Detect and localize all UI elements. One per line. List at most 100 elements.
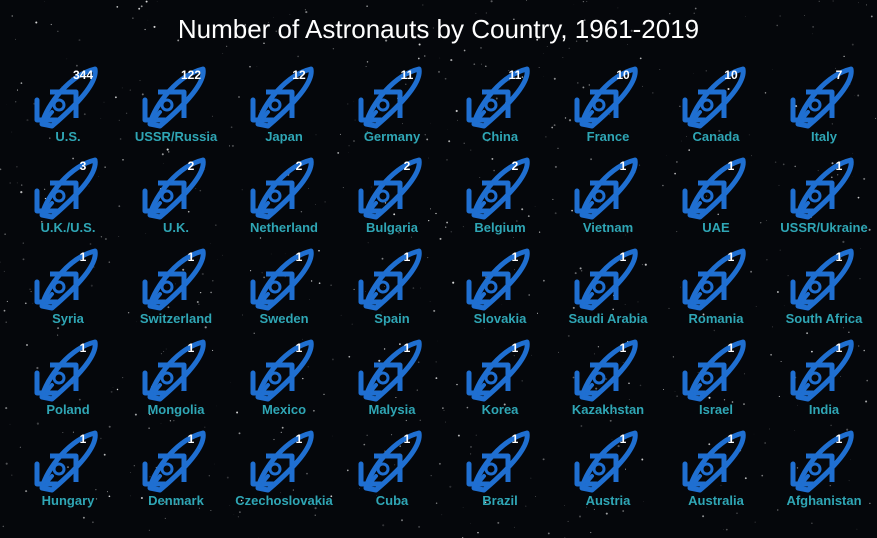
rocket-icon <box>32 426 104 498</box>
data-label: 1 <box>511 250 519 264</box>
rocket-icon <box>248 335 320 407</box>
pictograph-item: 1 Korea <box>446 335 554 425</box>
pictograph-item: 1 Mexico <box>230 335 338 425</box>
data-label: 1 <box>619 250 627 264</box>
pictograph-item: 1 Brazil <box>446 426 554 516</box>
rocket-icon <box>680 335 752 407</box>
category-label: Korea <box>481 402 519 417</box>
data-label: 10 <box>724 68 738 82</box>
rocket-icon <box>572 335 644 407</box>
category-label: Vietnam <box>582 220 634 235</box>
rocket-icon <box>248 426 320 498</box>
data-label: 1 <box>403 341 411 355</box>
category-label: Netherland <box>250 220 318 235</box>
rocket-icon <box>356 335 428 407</box>
category-label: Hungary <box>41 493 95 508</box>
pictograph-item: 1 Saudi Arabia <box>554 244 662 334</box>
category-label: Cuba <box>375 493 409 508</box>
rocket-icon <box>32 62 104 134</box>
rocket-icon <box>140 62 212 134</box>
data-label: 2 <box>403 159 411 173</box>
pictograph-item: 2 Belgium <box>446 153 554 243</box>
category-label: Israel <box>699 402 733 417</box>
rocket-icon <box>140 426 212 498</box>
category-label: China <box>481 129 519 144</box>
rocket-icon <box>248 244 320 316</box>
data-label: 1 <box>403 432 411 446</box>
category-label: Kazakhstan <box>571 402 645 417</box>
category-label: Mongolia <box>147 402 205 417</box>
data-label: 1 <box>79 341 87 355</box>
data-label: 1 <box>295 250 303 264</box>
category-label: Japan <box>265 129 303 144</box>
data-label: 3 <box>79 159 87 173</box>
category-label: Afghanistan <box>786 493 862 508</box>
pictograph-item: 122 USSR/Russia <box>122 62 230 152</box>
rocket-icon <box>140 153 212 225</box>
data-label: 1 <box>619 432 627 446</box>
rocket-icon <box>680 426 752 498</box>
pictograph-item: 1 Switzerland <box>122 244 230 334</box>
category-label: UAE <box>702 220 730 235</box>
category-label: France <box>586 129 630 144</box>
category-label: Italy <box>810 129 837 144</box>
pictograph-item: 11 Germany <box>338 62 446 152</box>
category-label: Switzerland <box>139 311 213 326</box>
pictograph-item: 1 Czechoslovakia <box>230 426 338 516</box>
pictograph-item: 1 Afghanistan <box>770 426 877 516</box>
category-label: Romania <box>688 311 744 326</box>
data-label: 1 <box>295 432 303 446</box>
rocket-icon <box>248 62 320 134</box>
data-label: 1 <box>835 250 843 264</box>
rocket-icon <box>788 244 860 316</box>
data-label: 1 <box>403 250 411 264</box>
rocket-icon <box>464 244 536 316</box>
pictograph-item: 10 Canada <box>662 62 770 152</box>
rocket-icon <box>356 62 428 134</box>
data-label: 1 <box>511 432 519 446</box>
data-label: 11 <box>508 68 522 82</box>
pictograph-item: 1 South Africa <box>770 244 877 334</box>
rocket-icon <box>788 335 860 407</box>
category-label: Slovakia <box>473 311 527 326</box>
pictograph-item: 1 Hungary <box>14 426 122 516</box>
category-label: Mexico <box>261 402 307 417</box>
pictograph-item: 1 Cuba <box>338 426 446 516</box>
rocket-icon <box>572 426 644 498</box>
category-label: Sweden <box>259 311 309 326</box>
pictograph-item: 2 U.K. <box>122 153 230 243</box>
rocket-icon <box>680 244 752 316</box>
data-label: 11 <box>400 68 414 82</box>
rocket-icon <box>248 153 320 225</box>
category-label: U.K. <box>163 220 189 235</box>
pictograph-item: 1 Slovakia <box>446 244 554 334</box>
data-label: 1 <box>619 159 627 173</box>
rocket-icon <box>788 426 860 498</box>
pictograph-item: 1 Spain <box>338 244 446 334</box>
category-label: Brazil <box>482 493 518 508</box>
pictograph-item: 11 China <box>446 62 554 152</box>
category-label: Denmark <box>148 493 204 508</box>
rocket-icon <box>356 426 428 498</box>
pictograph-item: 1 Romania <box>662 244 770 334</box>
pictograph-item: 3 U.K./U.S. <box>14 153 122 243</box>
data-label: 1 <box>619 341 627 355</box>
data-label: 1 <box>187 250 195 264</box>
category-label: India <box>808 402 840 417</box>
pictograph-item: 2 Netherland <box>230 153 338 243</box>
category-label: U.K./U.S. <box>40 220 96 235</box>
rocket-icon <box>464 153 536 225</box>
data-label: 1 <box>727 341 735 355</box>
category-label: Syria <box>52 311 84 326</box>
pictograph-item: 1 Israel <box>662 335 770 425</box>
category-label: Spain <box>374 311 410 326</box>
rocket-icon <box>356 153 428 225</box>
category-label: South Africa <box>785 311 863 326</box>
pictograph-item: 1 USSR/Ukraine <box>770 153 877 243</box>
category-label: Saudi Arabia <box>568 311 648 326</box>
category-label: USSR/Ukraine <box>780 220 868 235</box>
rocket-icon <box>680 62 752 134</box>
pictograph-item: 1 India <box>770 335 877 425</box>
rocket-icon <box>572 153 644 225</box>
